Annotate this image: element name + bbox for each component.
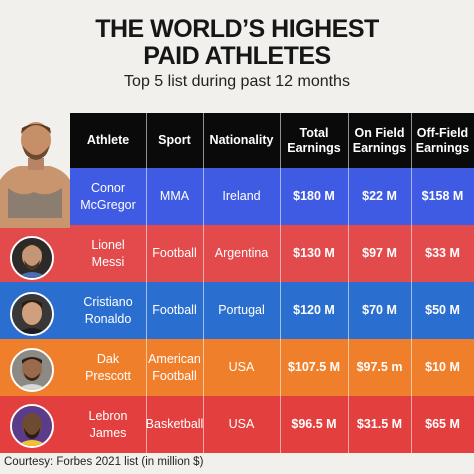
cell-athlete: Dak Prescott <box>85 351 131 383</box>
table-row-background <box>0 339 474 396</box>
cell-off-field: $10 M <box>425 360 460 374</box>
athlete-photo-prescott <box>10 348 54 392</box>
cell-on-field: $31.5 M <box>356 417 403 431</box>
table-row-background <box>0 282 474 339</box>
column-divider <box>280 113 281 453</box>
cell-nationality: USA <box>228 360 255 374</box>
table-row-background <box>0 225 474 282</box>
title-line-2: PAID ATHLETES <box>143 42 331 70</box>
cell-nationality: USA <box>228 417 255 431</box>
cell-nationality: Ireland <box>222 189 261 203</box>
table-row: Cristiano Ronaldo Football Portugal $120 M $7… <box>70 282 474 339</box>
page-title: THE WORLD’S HIGHEST PAID ATHLETES <box>0 16 474 70</box>
cell-off-field: $33 M <box>425 246 460 260</box>
cell-total: $180 M <box>293 189 335 203</box>
cell-athlete: Conor McGregor <box>80 180 136 212</box>
cell-sport: Basketball <box>145 417 204 431</box>
cell-athlete: Cristiano Ronaldo <box>83 294 133 326</box>
cell-sport: American Football <box>148 351 201 383</box>
header-on-field-earnings: On Field Earnings <box>352 125 407 155</box>
cell-on-field: $97.5 m <box>356 360 403 374</box>
athlete-photo-mcgregor <box>0 118 70 228</box>
page-subtitle: Top 5 list during past 12 months <box>124 73 350 90</box>
cell-on-field: $22 M <box>362 189 397 203</box>
cell-off-field: $65 M <box>425 417 460 431</box>
cell-on-field: $70 M <box>362 303 397 317</box>
column-divider <box>203 113 204 453</box>
cell-athlete: Lionel Messi <box>91 237 125 269</box>
header-nationality: Nationality <box>209 133 274 147</box>
cell-off-field: $158 M <box>421 189 464 203</box>
source-footnote: Courtesy: Forbes 2021 list (in million $… <box>4 456 204 468</box>
cell-nationality: Argentina <box>214 246 269 260</box>
athlete-photo-ronaldo <box>10 292 54 336</box>
cell-total: $107.5 M <box>287 360 341 374</box>
table-row-background <box>0 396 474 453</box>
cell-sport: MMA <box>159 189 190 203</box>
header-athlete: Athlete <box>86 133 130 147</box>
cell-athlete: Lebron James <box>88 408 128 440</box>
header-off-field-earnings: Off-Field Earnings <box>415 125 470 155</box>
table-row: Lebron James Basketball USA $96.5 M $31.5 M $6… <box>70 396 474 453</box>
cell-total: $96.5 M <box>291 417 337 431</box>
cell-sport: Football <box>152 246 197 260</box>
column-divider <box>348 113 349 453</box>
table-row: Conor McGregor MMA Ireland $180 M $22 M $158 M <box>70 168 474 225</box>
earnings-table: Athlete Sport Nationality Total Earnings On F… <box>70 113 474 453</box>
cell-total: $130 M <box>293 246 335 260</box>
column-divider <box>411 113 412 453</box>
cell-sport: Football <box>152 303 197 317</box>
header-sport: Sport <box>158 133 191 147</box>
cell-off-field: $50 M <box>425 303 460 317</box>
cell-on-field: $97 M <box>362 246 397 260</box>
table-row-background <box>70 168 474 225</box>
athlete-photo-messi <box>10 236 54 280</box>
table-header-row: Athlete Sport Nationality Total Earnings On F… <box>70 113 474 168</box>
table-row: Dak Prescott American Football USA $107.5 M $9… <box>70 339 474 396</box>
title-line-1: THE WORLD’S HIGHEST <box>95 15 379 43</box>
header-total-earnings: Total Earnings <box>287 125 341 155</box>
column-divider <box>146 113 147 453</box>
cell-nationality: Portugal <box>218 303 265 317</box>
table-row: Lionel Messi Football Argentina $130 M $97 M $… <box>70 225 474 282</box>
cell-total: $120 M <box>293 303 335 317</box>
athlete-photo-james <box>10 404 54 448</box>
